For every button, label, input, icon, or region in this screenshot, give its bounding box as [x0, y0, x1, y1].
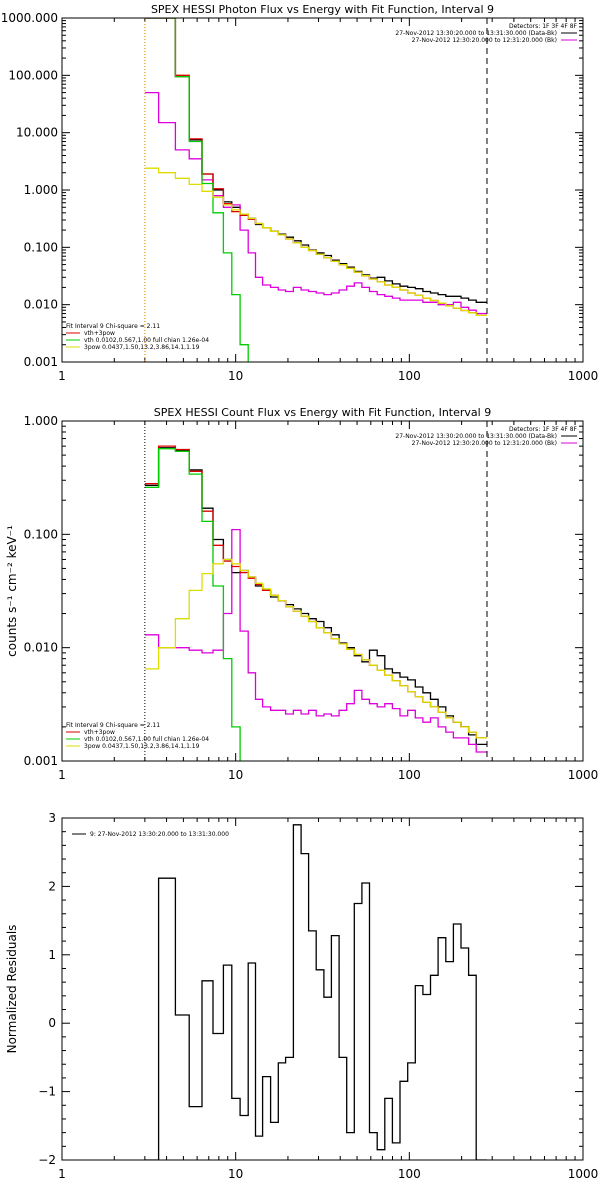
legend-entry: 9: 27-Nov-2012 13:30:20.000 to 13:31:30.…: [90, 831, 229, 838]
series-line-4: [144, 448, 241, 761]
x-tick-label: 1: [58, 1167, 66, 1181]
y-tick-label: 0: [48, 1016, 56, 1030]
x-tick-label: 100: [398, 369, 421, 383]
y-tick-label: −1: [38, 1085, 56, 1099]
chart-title: SPEX HESSI Photon Flux vs Energy with Fi…: [151, 3, 494, 16]
series-line-4: [144, 18, 249, 362]
chart-title: SPEX HESSI Count Flux vs Energy with Fit…: [154, 406, 491, 419]
legend-top-entry: 27-Nov-2012 12:30:20.000 to 12:31:20.000…: [412, 440, 557, 447]
legend-top-entry: 27-Nov-2012 13:30:20.000 to 13:31:30.000…: [395, 433, 557, 440]
x-tick-label: 10: [228, 369, 243, 383]
x-tick-label: 1: [58, 369, 66, 383]
x-tick-label: 1000: [568, 768, 599, 782]
x-tick-label: 10: [228, 1167, 243, 1181]
y-axis-label: counts s⁻¹ cm⁻² keV⁻¹: [5, 525, 19, 657]
legend-bottom-entry: vth+3pow: [84, 330, 115, 337]
y-tick-label: 1.000: [24, 183, 58, 197]
y-tick-label: 0.010: [24, 298, 58, 312]
series-line-2: [144, 91, 487, 315]
series-line-3: [144, 18, 487, 317]
plot-area: [144, 445, 487, 761]
y-tick-label: 1: [48, 948, 56, 962]
y-tick-label: 10.000: [16, 126, 58, 140]
legend-top-entry: Detectors: 1F 3F 4F 8F: [509, 23, 578, 30]
y-tick-label: −2: [38, 1153, 56, 1167]
chart-panel-2: SPEX HESSI Count Flux vs Energy with Fit…: [5, 406, 598, 782]
series-line-5: [144, 558, 487, 739]
legend-bottom-entry: vth 0.0102,0.567,1.00 full chian 1.26e-0…: [84, 337, 209, 344]
legend-bottom-entry: Fit Interval 9 Chi-square = 2.11: [66, 323, 160, 330]
x-tick-label: 1000: [568, 1167, 599, 1181]
series-line-3: [144, 445, 487, 739]
x-tick-label: 100: [398, 1167, 421, 1181]
plot-frame: [61, 817, 584, 1161]
y-tick-label: 3: [48, 811, 56, 825]
y-tick-label: 0.001: [24, 355, 58, 369]
legend-bottom-entry: vth+3pow: [84, 729, 115, 736]
y-tick-label: 1000.000: [1, 11, 58, 25]
y-tick-label: 0.100: [24, 240, 58, 254]
legend-bottom-entry: 3pow 0.0437,1.50,13.2,3.86,14.1,1.19: [84, 743, 200, 750]
series-line-1: [144, 447, 487, 746]
y-tick-label: 0.010: [24, 641, 58, 655]
y-tick-label: 0.001: [24, 754, 58, 768]
plot-frame: [61, 17, 584, 363]
legend-top-entry: 27-Nov-2012 13:30:20.000 to 13:31:30.000…: [395, 30, 557, 37]
x-tick-label: 100: [398, 768, 421, 782]
series-line-5: [144, 167, 487, 317]
y-axis-label: Normalized Residuals: [5, 925, 19, 1054]
y-tick-label: 100.000: [8, 68, 58, 82]
legend-bottom-entry: vth 0.0102,0.567,1.00 full chian 1.26e-0…: [84, 736, 209, 743]
legend-top-entry: Detectors: 1F 3F 4F 8F: [509, 426, 578, 433]
plot-area: [144, 824, 487, 1160]
legend-top-entry: 27-Nov-2012 12:30:20.000 to 12:31:20.000…: [412, 37, 557, 44]
y-tick-label: 1.000: [24, 414, 58, 428]
x-tick-label: 1000: [568, 369, 599, 383]
legend-bottom-entry: Fit Interval 9 Chi-square = 2.11: [66, 722, 160, 729]
y-tick-label: 0.100: [24, 527, 58, 541]
chart-panel-3: Normalized Residuals 1 10 100 1000 −2 −1 0 1 2 3 9:…: [5, 811, 598, 1181]
plot-area: [144, 18, 487, 362]
x-tick-label: 1: [58, 768, 66, 782]
series-line-1: [144, 18, 487, 303]
series-line-1: [144, 824, 487, 1160]
series-line-2: [144, 528, 487, 753]
chart-panel-1: SPEX HESSI Photon Flux vs Energy with Fi…: [1, 3, 599, 383]
y-tick-label: 2: [48, 879, 56, 893]
plot-frame: [61, 420, 584, 762]
x-tick-label: 10: [228, 768, 243, 782]
legend-bottom-entry: 3pow 0.0437,1.50,13.2,3.86,14.1,1.19: [84, 344, 200, 351]
